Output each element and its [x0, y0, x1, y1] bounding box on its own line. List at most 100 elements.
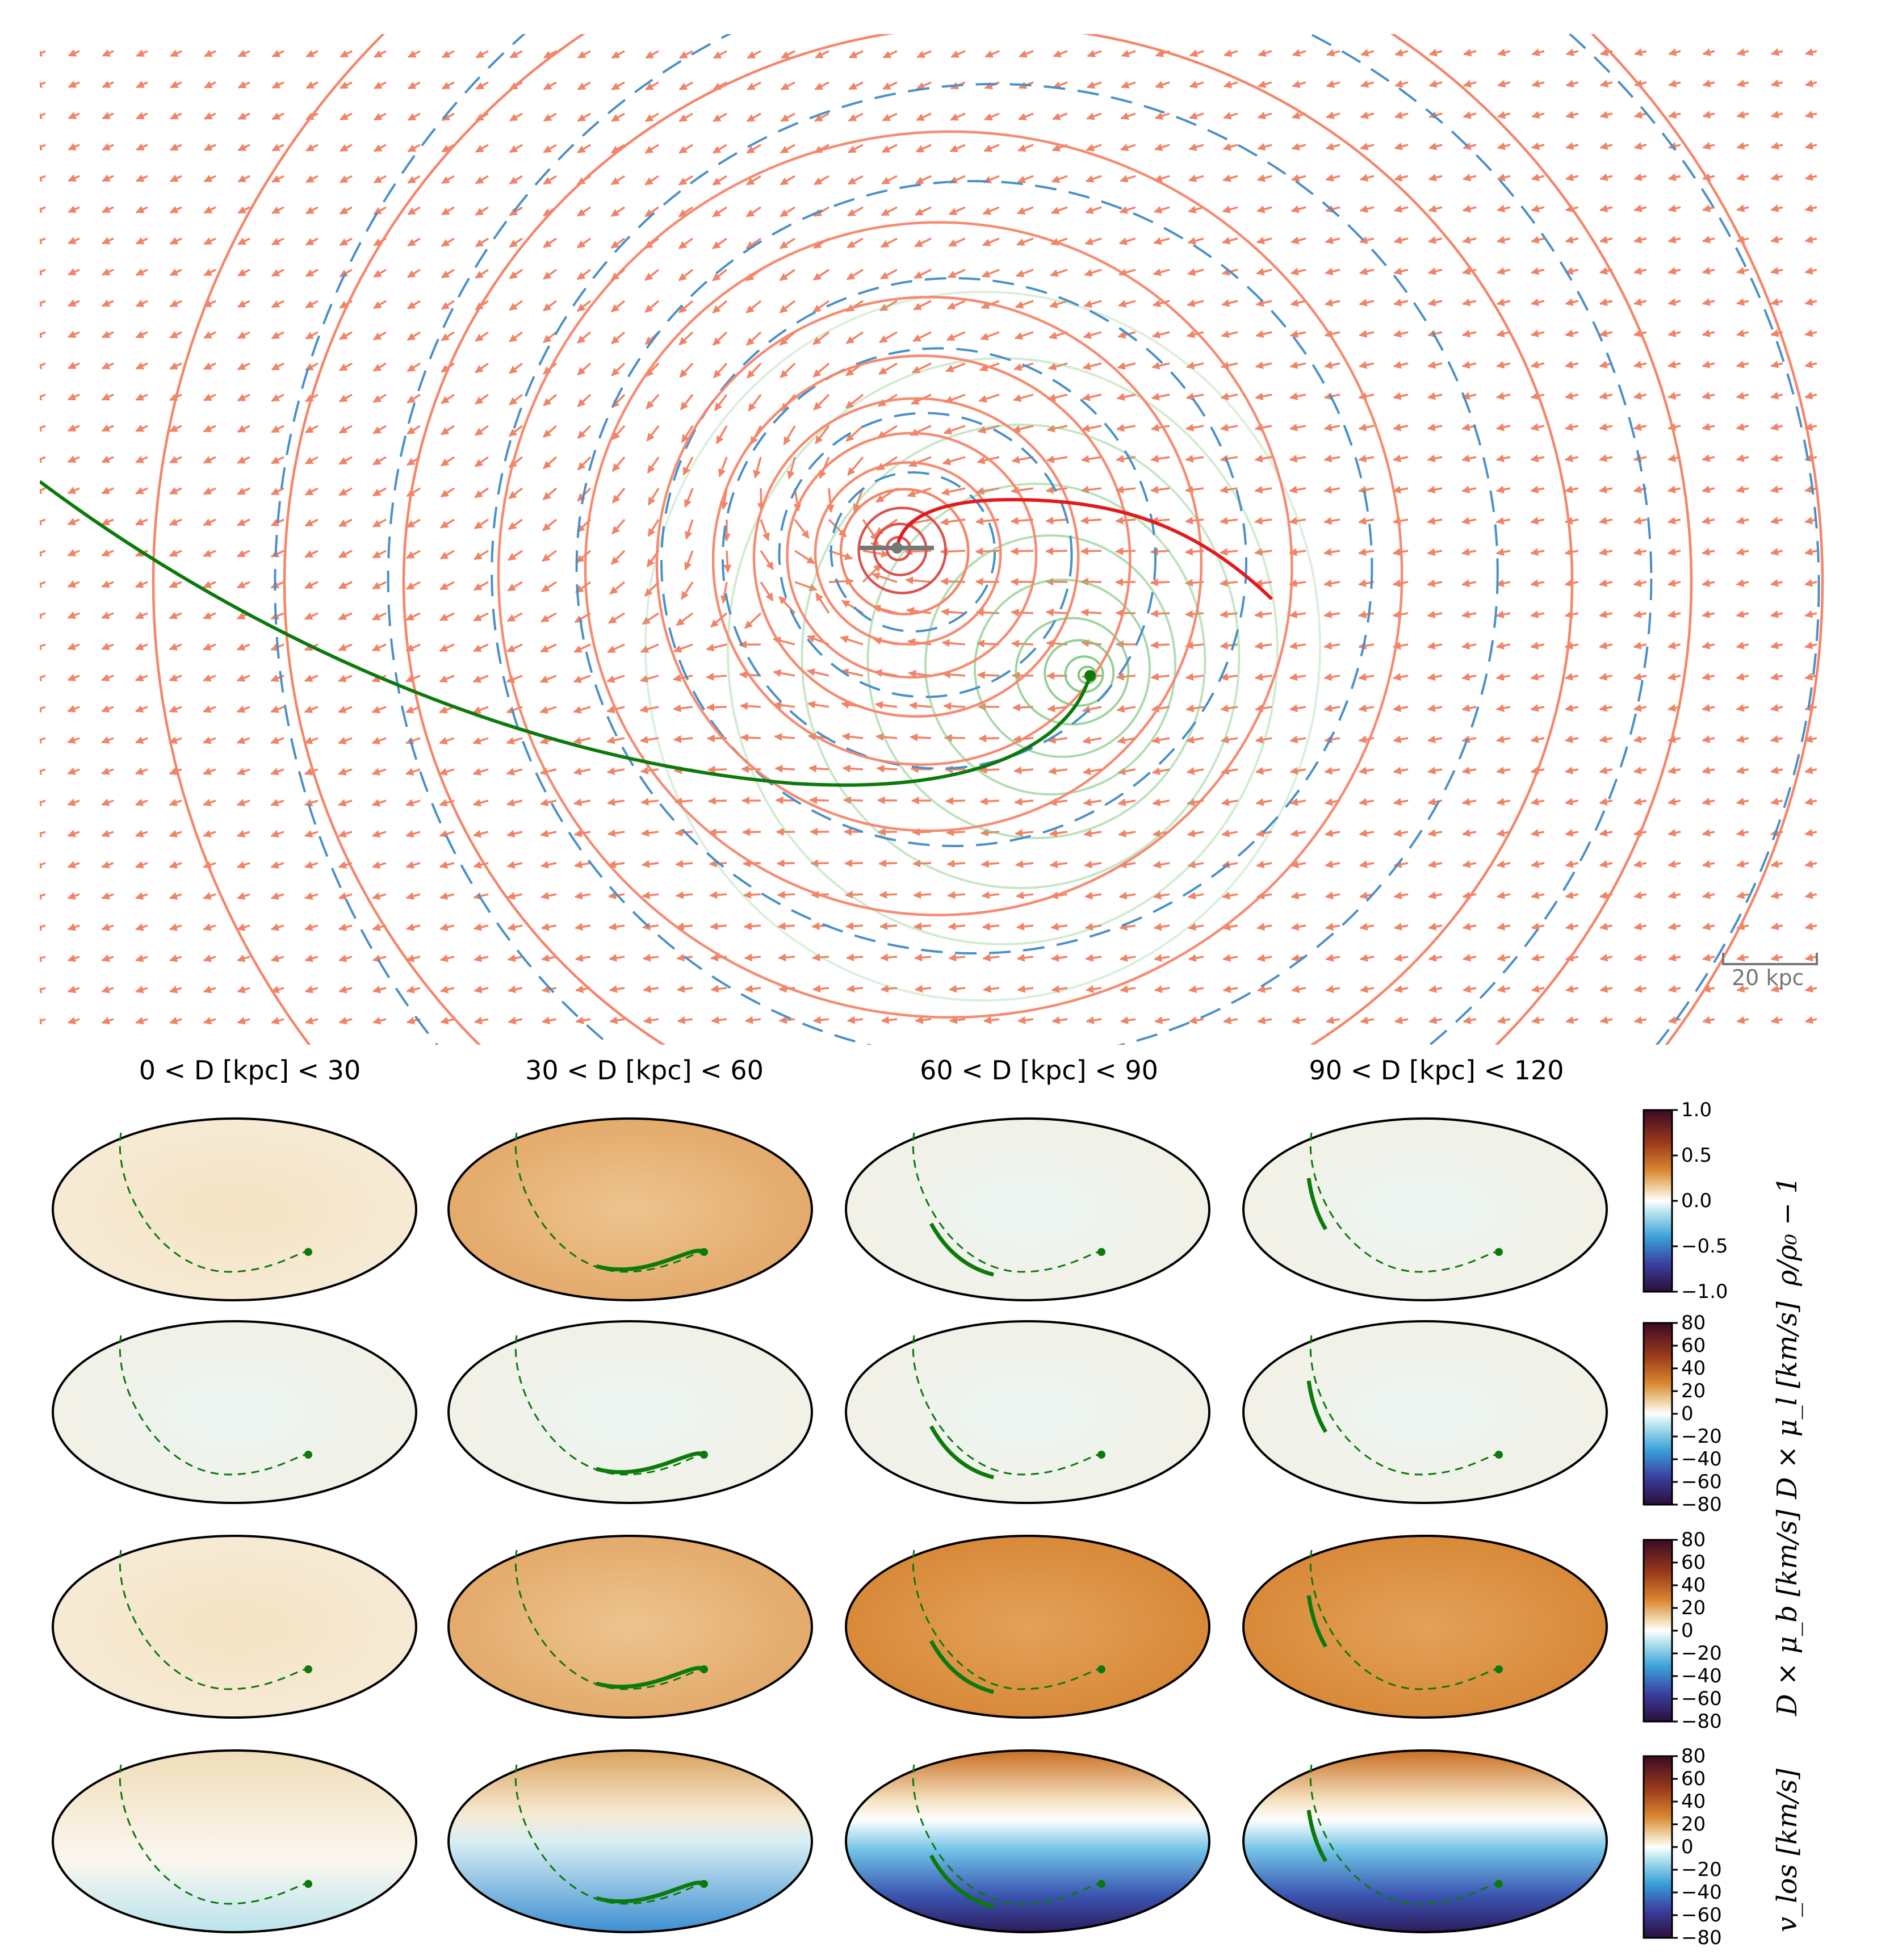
velocity-arrow	[1223, 1016, 1238, 1024]
velocity-arrow	[641, 860, 659, 868]
velocity-arrow	[1633, 142, 1647, 150]
velocity-arrow	[1220, 454, 1238, 463]
velocity-arrow	[1565, 173, 1579, 182]
velocity-arrow	[1564, 704, 1579, 712]
colorbar-tick-label: 0	[1681, 1836, 1694, 1858]
velocity-arrow	[1393, 704, 1409, 713]
velocity-arrow	[1565, 111, 1579, 119]
velocity-arrow	[713, 362, 728, 379]
velocity-arrow	[236, 798, 250, 807]
velocity-arrow	[946, 300, 966, 310]
velocity-arrow	[807, 701, 829, 709]
velocity-arrow	[610, 206, 625, 217]
velocity-arrow	[644, 300, 660, 313]
velocity-arrow	[304, 487, 319, 496]
velocity-arrow	[643, 985, 659, 993]
velocity-arrow	[1565, 48, 1579, 57]
velocity-arrow	[941, 608, 966, 616]
velocity-arrow	[440, 456, 455, 467]
velocity-arrow	[1736, 579, 1749, 587]
velocity-arrow	[1633, 704, 1647, 712]
velocity-arrow	[712, 175, 727, 186]
velocity-arrow	[203, 550, 216, 558]
velocity-arrow	[1045, 516, 1068, 525]
velocity-arrow	[1599, 767, 1613, 774]
velocity-arrow	[40, 923, 46, 931]
velocity-arrow	[1633, 111, 1647, 119]
velocity-arrow	[881, 206, 898, 216]
velocity-arrow	[606, 736, 625, 744]
velocity-arrow	[1770, 267, 1783, 275]
velocity-arrow	[862, 550, 890, 558]
velocity-arrow	[1736, 485, 1749, 493]
colorbar-tick-label: 40	[1681, 1574, 1706, 1597]
velocity-arrow	[1150, 424, 1170, 432]
velocity-arrow	[1428, 923, 1443, 931]
velocity-arrow	[577, 206, 591, 217]
colorbar-tick-label: −40	[1681, 1665, 1722, 1687]
velocity-arrow	[1702, 641, 1715, 650]
unperturbed-contour	[491, 83, 1499, 1045]
velocity-arrow	[1702, 797, 1715, 806]
velocity-arrow	[1667, 797, 1681, 806]
lmc-orbit-bin-segment	[929, 1640, 994, 1694]
velocity-arrow	[1152, 299, 1170, 308]
velocity-arrow	[67, 549, 80, 557]
velocity-arrow	[1495, 517, 1511, 525]
velocity-arrow	[1564, 392, 1579, 400]
velocity-arrow	[1393, 423, 1409, 432]
velocity-arrow	[1185, 610, 1204, 618]
velocity-arrow	[102, 237, 114, 245]
velocity-arrow	[203, 830, 216, 837]
velocity-arrow	[338, 768, 353, 776]
velocity-arrow	[1358, 517, 1375, 525]
velocity-arrow	[1086, 985, 1102, 994]
velocity-arrow	[1185, 485, 1204, 494]
lmc-center	[1084, 670, 1096, 681]
velocity-arrow	[439, 675, 455, 683]
velocity-arrow	[1257, 111, 1272, 120]
velocity-arrow	[1258, 80, 1272, 89]
velocity-arrow	[135, 674, 148, 682]
lmc-marker	[1097, 1880, 1105, 1888]
velocity-arrow	[543, 300, 558, 312]
velocity-arrow	[1497, 79, 1511, 88]
velocity-arrow	[1291, 174, 1306, 182]
velocity-arrow	[1393, 236, 1409, 244]
velocity-arrow	[40, 861, 46, 869]
velocity-arrow	[779, 237, 795, 249]
velocity-arrow	[1394, 80, 1409, 88]
velocity-arrow	[1770, 547, 1783, 556]
velocity-arrow	[1736, 985, 1749, 993]
velocity-arrow	[1082, 362, 1102, 370]
velocity-arrow	[203, 81, 216, 89]
velocity-arrow	[270, 954, 284, 962]
velocity-arrow	[304, 830, 319, 838]
velocity-arrow	[1634, 79, 1647, 87]
velocity-arrow	[1496, 860, 1511, 868]
velocity-arrow	[1599, 392, 1613, 400]
velocity-arrow	[543, 144, 557, 153]
sky-map	[447, 1320, 813, 1504]
velocity-arrow	[1120, 112, 1136, 120]
velocity-arrow	[407, 269, 421, 278]
velocity-arrow	[1324, 330, 1340, 338]
velocity-arrow	[340, 50, 353, 58]
velocity-arrow	[1804, 298, 1817, 306]
velocity-arrow	[305, 144, 319, 152]
velocity-arrow	[878, 859, 898, 868]
velocity-arrow	[540, 643, 557, 653]
velocity-arrow	[475, 269, 489, 279]
velocity-arrow	[1290, 267, 1306, 276]
velocity-arrow	[1770, 922, 1783, 931]
velocity-arrow	[1770, 204, 1783, 212]
velocity-arrow	[1047, 704, 1068, 713]
velocity-arrow	[135, 736, 148, 744]
velocity-arrow	[841, 732, 864, 741]
velocity-arrow	[405, 612, 421, 621]
colorbar-tick-label: −60	[1681, 1904, 1722, 1927]
velocity-arrow	[1531, 860, 1545, 868]
velocity-arrow	[1254, 673, 1272, 681]
velocity-arrow	[1325, 985, 1340, 993]
velocity-arrow	[1565, 860, 1579, 868]
